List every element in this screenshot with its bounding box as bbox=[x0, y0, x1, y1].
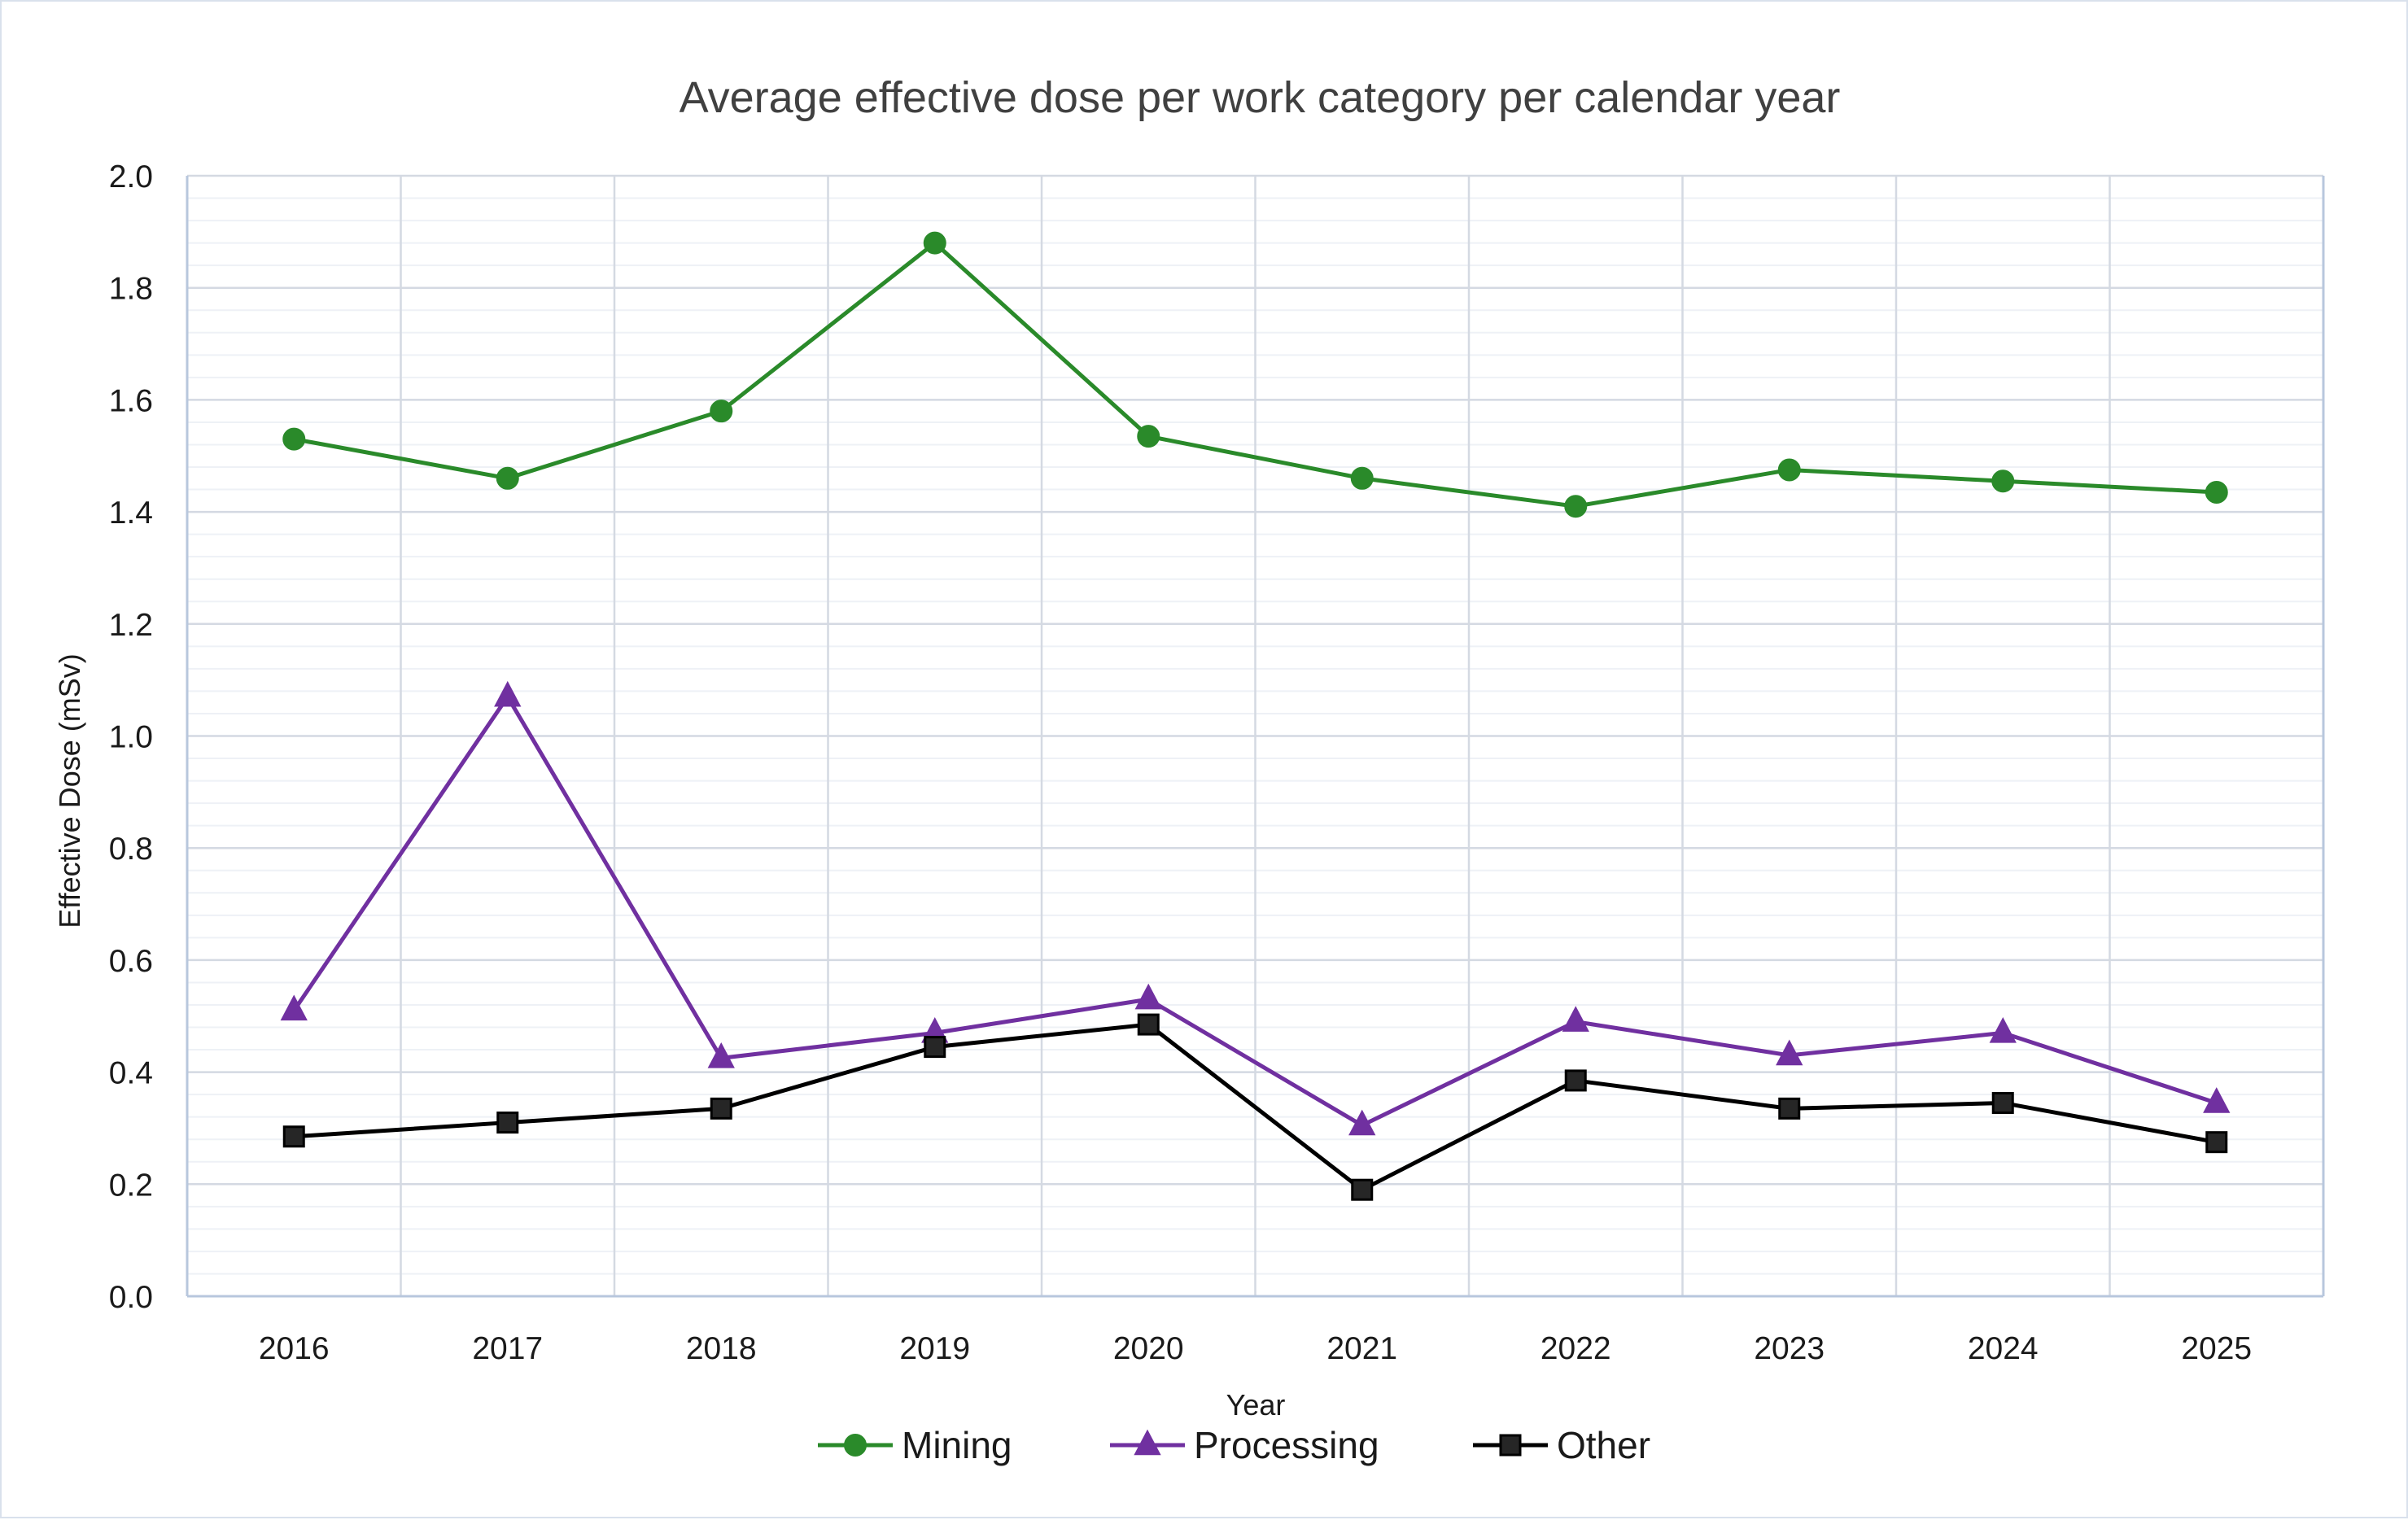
data-point-mining bbox=[1137, 425, 1160, 448]
series-layer bbox=[280, 231, 2231, 1201]
y-tick-label: 1.4 bbox=[109, 496, 153, 531]
data-point-mining bbox=[1350, 466, 1374, 490]
data-point-other bbox=[496, 1112, 519, 1134]
legend-label-other: Other bbox=[1557, 1424, 1650, 1466]
x-tick-label: 2023 bbox=[1754, 1331, 1825, 1366]
data-point-other bbox=[1778, 1097, 1801, 1120]
series-processing bbox=[280, 680, 2231, 1136]
y-tick-label: 0.2 bbox=[109, 1168, 153, 1203]
data-point-processing bbox=[1134, 983, 1162, 1010]
series-mining bbox=[282, 231, 2228, 518]
data-point-processing bbox=[494, 680, 522, 707]
x-tick-label: 2017 bbox=[472, 1331, 543, 1366]
y-tick-label: 1.8 bbox=[109, 272, 153, 307]
chart-title: Average effective dose per work category… bbox=[680, 73, 1841, 122]
data-point-processing bbox=[707, 1042, 735, 1068]
data-point-mining bbox=[1777, 458, 1801, 482]
data-point-processing bbox=[2203, 1087, 2231, 1113]
legend-label-processing: Processing bbox=[1194, 1424, 1379, 1466]
data-point-processing bbox=[1562, 1006, 1589, 1032]
legend-label-mining: Mining bbox=[902, 1424, 1012, 1466]
x-tick-label: 2018 bbox=[686, 1331, 757, 1366]
data-point-processing bbox=[1776, 1039, 1803, 1066]
x-axis-tick-labels: 2016 2017 2018 2019 2020 2021 2022 2023 2024 2025 bbox=[259, 1331, 2252, 1366]
x-axis-label: Year bbox=[1226, 1388, 1286, 1422]
data-point-mining bbox=[2205, 481, 2228, 504]
y-axis-label: Effective Dose (mSv) bbox=[53, 653, 86, 928]
y-tick-label: 2.0 bbox=[109, 159, 153, 194]
legend-marker-processing bbox=[1134, 1429, 1161, 1456]
data-point-processing bbox=[1348, 1109, 1376, 1136]
data-point-other bbox=[1351, 1178, 1374, 1201]
x-tick-label: 2016 bbox=[259, 1331, 330, 1366]
y-tick-label: 0.0 bbox=[109, 1280, 153, 1315]
x-tick-label: 2020 bbox=[1113, 1331, 1184, 1366]
data-point-processing bbox=[280, 994, 308, 1021]
legend-item-mining: Mining bbox=[818, 1424, 1012, 1466]
x-tick-label: 2025 bbox=[2181, 1331, 2252, 1366]
data-point-other bbox=[1991, 1091, 2014, 1114]
legend-marker-mining bbox=[844, 1434, 867, 1457]
data-point-other bbox=[924, 1036, 946, 1059]
data-point-other bbox=[1137, 1013, 1160, 1036]
plot-axes bbox=[186, 176, 2325, 1298]
legend-item-other: Other bbox=[1473, 1424, 1650, 1466]
vertical-gridlines bbox=[400, 176, 2111, 1296]
series-line-processing bbox=[292, 694, 2218, 1128]
series-other bbox=[282, 1013, 2228, 1201]
y-tick-label: 1.2 bbox=[109, 608, 153, 643]
legend: Mining Processing Other bbox=[818, 1424, 1650, 1466]
legend-marker-other bbox=[1499, 1434, 1522, 1457]
y-tick-label: 0.8 bbox=[109, 832, 153, 867]
y-tick-label: 1.0 bbox=[109, 720, 153, 755]
data-point-other bbox=[282, 1125, 305, 1148]
data-point-other bbox=[710, 1097, 732, 1120]
y-tick-label: 1.6 bbox=[109, 383, 153, 418]
data-point-mining bbox=[710, 400, 733, 423]
data-point-other bbox=[2205, 1131, 2228, 1154]
x-tick-label: 2024 bbox=[1968, 1331, 2039, 1366]
series-line-mining bbox=[293, 241, 2217, 509]
legend-item-processing: Processing bbox=[1110, 1424, 1379, 1466]
x-tick-label: 2019 bbox=[899, 1331, 970, 1366]
series-line-other bbox=[294, 1022, 2218, 1192]
data-point-mining bbox=[282, 427, 306, 451]
data-point-processing bbox=[1989, 1017, 2017, 1043]
data-point-mining bbox=[1564, 495, 1588, 518]
y-axis-tick-labels: 0.0 0.2 0.4 0.6 0.8 1.0 1.2 1.4 1.6 1.8 2.0 bbox=[109, 159, 153, 1315]
data-point-mining bbox=[923, 231, 946, 255]
x-tick-label: 2022 bbox=[1541, 1331, 1611, 1366]
data-point-mining bbox=[496, 466, 519, 490]
x-tick-label: 2021 bbox=[1326, 1331, 1397, 1366]
data-point-other bbox=[1564, 1069, 1587, 1092]
data-point-mining bbox=[1991, 470, 2015, 493]
y-tick-label: 0.6 bbox=[109, 944, 153, 979]
y-tick-label: 0.4 bbox=[109, 1056, 153, 1091]
